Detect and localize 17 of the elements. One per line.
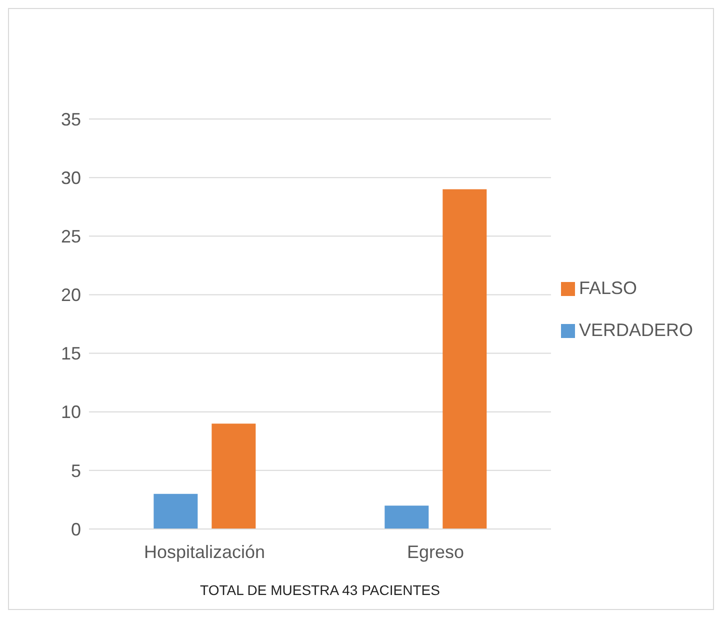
x-axis-title: TOTAL DE MUESTRA 43 PACIENTES	[200, 582, 440, 598]
x-tick-label: Hospitalización	[144, 542, 266, 562]
y-tick-label: 20	[60, 285, 81, 306]
bar	[154, 494, 198, 529]
y-tick-label: 5	[70, 460, 81, 481]
bar	[384, 506, 429, 529]
y-tick-label: 35	[60, 109, 81, 130]
legend-label: FALSO	[578, 278, 637, 298]
bar	[442, 189, 487, 529]
y-tick-label: 15	[60, 344, 81, 364]
y-tick-label: 0	[70, 519, 81, 540]
y-tick-label: 25	[60, 226, 81, 247]
bar	[212, 424, 256, 529]
legend-label: VERDADERO	[578, 320, 693, 340]
x-tick-label: Egreso	[406, 542, 464, 562]
y-tick-label: 30	[60, 168, 81, 188]
y-tick-label: 10	[60, 402, 81, 422]
